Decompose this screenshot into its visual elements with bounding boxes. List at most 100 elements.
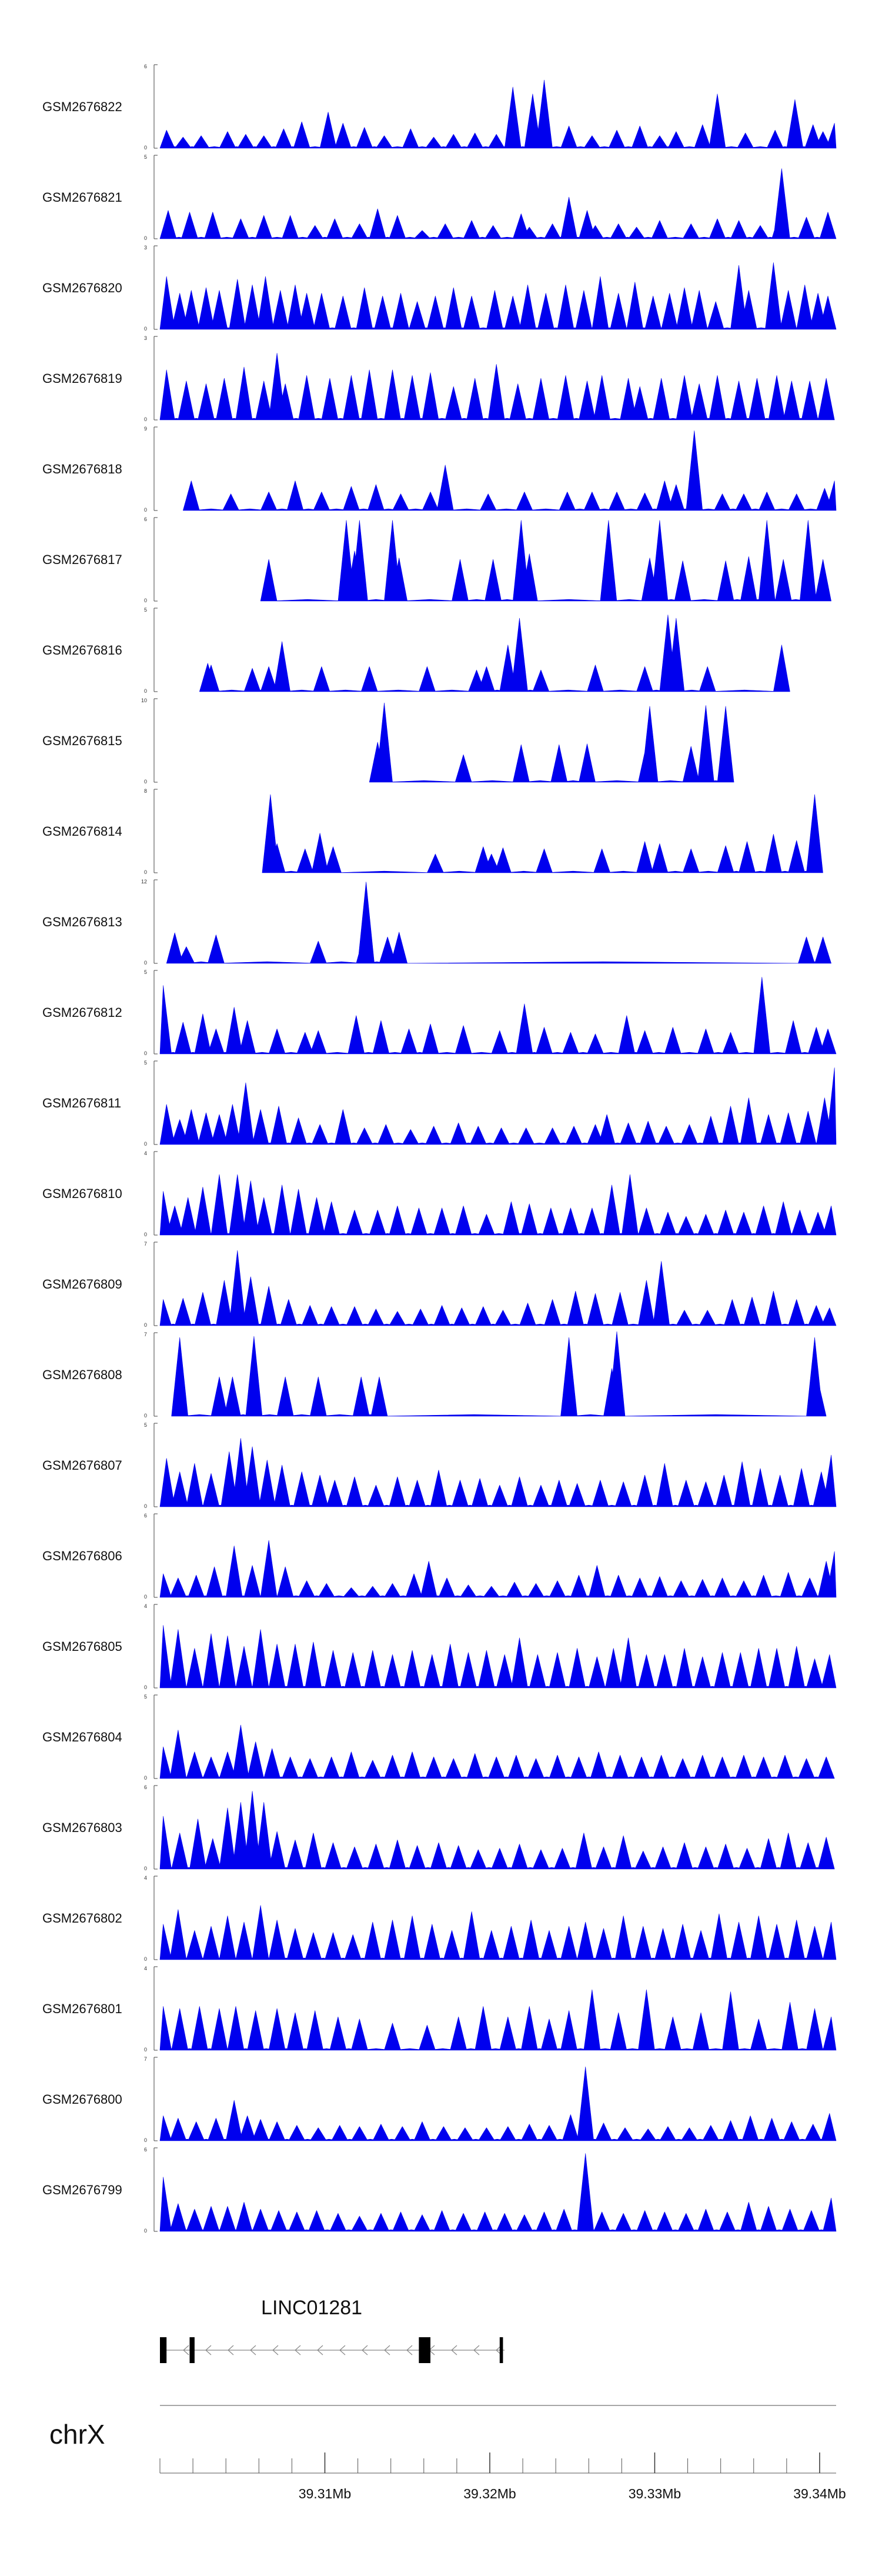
strand-arrow — [205, 2345, 212, 2355]
y-max-label: 7 — [144, 1332, 147, 1337]
coverage-area — [159, 1174, 837, 1236]
track: GSM2676821 5 0 — [42, 154, 837, 241]
y-min-label: 0 — [144, 145, 147, 151]
y-max-label: 5 — [144, 154, 147, 160]
y-max-label: 4 — [144, 1966, 147, 1971]
strand-arrow — [228, 2345, 234, 2355]
track-label: GSM2676801 — [42, 2001, 122, 2016]
y-min-label: 0 — [144, 1594, 147, 1600]
chromosome-label: chrX — [49, 2419, 105, 2450]
track: GSM2676801 4 0 — [42, 1966, 837, 2053]
track-label: GSM2676820 — [42, 281, 122, 295]
track: GSM2676807 5 0 — [42, 1422, 837, 1509]
track-label: GSM2676802 — [42, 1911, 122, 1926]
y-max-label: 5 — [144, 1422, 147, 1428]
y-max-label: 6 — [144, 516, 147, 522]
coverage-area — [159, 353, 835, 421]
strand-arrow — [451, 2345, 457, 2355]
y-min-label: 0 — [144, 1322, 147, 1328]
y-max-label: 6 — [144, 64, 147, 69]
x-tick-label: 39.33Mb — [629, 2486, 681, 2501]
y-min-label: 0 — [144, 960, 147, 966]
track-label: GSM2676817 — [42, 552, 122, 567]
coverage-area — [171, 1331, 827, 1417]
y-min-label: 0 — [144, 416, 147, 422]
coverage-area — [166, 882, 831, 964]
coverage-area — [262, 794, 823, 873]
coverage-area — [159, 2066, 837, 2141]
y-min-label: 0 — [144, 2228, 147, 2234]
y-min-label: 0 — [144, 779, 147, 785]
track: GSM2676802 4 0 — [42, 1875, 837, 1962]
x-tick-label: 39.32Mb — [463, 2486, 516, 2501]
strand-arrow — [384, 2345, 390, 2355]
y-max-label: 6 — [144, 1513, 147, 1519]
y-min-label: 0 — [144, 1503, 147, 1509]
y-max-label: 7 — [144, 2056, 147, 2062]
coverage-area — [159, 2153, 837, 2232]
track: GSM2676805 4 0 — [42, 1603, 837, 1690]
track: GSM2676806 6 0 — [42, 1513, 837, 1600]
track: GSM2676816 5 0 — [42, 607, 790, 694]
y-max-label: 5 — [144, 969, 147, 975]
track-label: GSM2676799 — [42, 2183, 122, 2197]
y-min-label: 0 — [144, 1232, 147, 1237]
y-min-label: 0 — [144, 1956, 147, 1962]
y-min-label: 0 — [144, 1050, 147, 1056]
y-min-label: 0 — [144, 235, 147, 241]
track-label: GSM2676806 — [42, 1549, 122, 1563]
x-tick-label: 39.31Mb — [299, 2486, 352, 2501]
y-min-label: 0 — [144, 1775, 147, 1781]
track: GSM2676818 9 0 — [42, 426, 837, 513]
coverage-area — [183, 431, 837, 511]
y-min-label: 0 — [144, 326, 147, 332]
y-max-label: 12 — [141, 879, 147, 885]
y-min-label: 0 — [144, 2137, 147, 2143]
y-max-label: 4 — [144, 1150, 147, 1156]
track-label: GSM2676815 — [42, 733, 122, 748]
track: GSM2676819 3 0 — [42, 335, 835, 422]
strand-arrow — [473, 2345, 480, 2355]
track: GSM2676811 5 0 — [42, 1060, 837, 1147]
coverage-area — [159, 168, 837, 239]
track: GSM2676820 3 0 — [42, 245, 837, 332]
gene-exon — [189, 2337, 195, 2363]
gene-model-track: LINC01281 — [160, 2297, 505, 2363]
coverage-area — [159, 1438, 837, 1507]
coverage-area — [159, 1791, 835, 1870]
coverage-area — [159, 1067, 837, 1145]
y-max-label: 10 — [141, 698, 147, 703]
strand-arrow — [183, 2345, 189, 2355]
coverage-area — [159, 1724, 835, 1779]
track-label: GSM2676821 — [42, 190, 122, 205]
track-label: GSM2676810 — [42, 1186, 122, 1201]
y-min-label: 0 — [144, 869, 147, 875]
y-min-label: 0 — [144, 507, 147, 513]
track-label: GSM2676814 — [42, 824, 122, 839]
y-max-label: 6 — [144, 1784, 147, 1790]
track: GSM2676804 5 0 — [42, 1694, 835, 1781]
track-label: GSM2676818 — [42, 462, 122, 476]
coverage-area — [159, 977, 837, 1055]
y-min-label: 0 — [144, 1413, 147, 1419]
track: GSM2676817 6 0 — [42, 516, 831, 603]
track: GSM2676814 8 0 — [42, 788, 823, 875]
track-label: GSM2676819 — [42, 371, 122, 386]
strand-arrow — [295, 2345, 301, 2355]
track-label: GSM2676800 — [42, 2092, 122, 2107]
coverage-area — [159, 262, 837, 330]
coverage-tracks: GSM267682260GSM267682150GSM267682030GSM2… — [42, 64, 837, 2234]
track: GSM2676815 10 0 — [42, 698, 734, 785]
y-min-label: 0 — [144, 1866, 147, 1871]
track: GSM2676812 5 0 — [42, 969, 837, 1056]
track-label: GSM2676812 — [42, 1005, 122, 1020]
track: GSM2676799 6 0 — [42, 2147, 837, 2234]
y-min-label: 0 — [144, 1684, 147, 1690]
coverage-area — [159, 1625, 837, 1689]
strand-arrow — [272, 2345, 279, 2355]
track-label: GSM2676822 — [42, 99, 122, 114]
y-max-label: 7 — [144, 1241, 147, 1247]
gene-label: LINC01281 — [261, 2297, 362, 2319]
y-max-label: 3 — [144, 245, 147, 251]
